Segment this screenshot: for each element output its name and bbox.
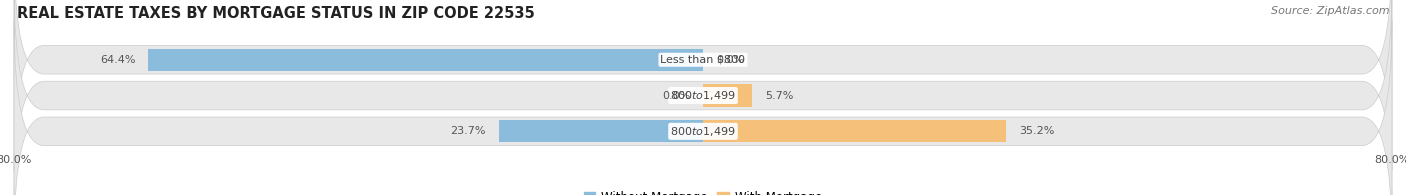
FancyBboxPatch shape: [14, 0, 1392, 171]
Legend: Without Mortgage, With Mortgage: Without Mortgage, With Mortgage: [579, 186, 827, 195]
FancyBboxPatch shape: [14, 0, 1392, 195]
Text: $800 to $1,499: $800 to $1,499: [671, 89, 735, 102]
Text: 35.2%: 35.2%: [1019, 126, 1054, 136]
Text: Source: ZipAtlas.com: Source: ZipAtlas.com: [1271, 6, 1389, 16]
Text: $800 to $1,499: $800 to $1,499: [671, 125, 735, 138]
Text: 23.7%: 23.7%: [450, 126, 486, 136]
Text: 0.0%: 0.0%: [662, 90, 690, 101]
Bar: [499, 120, 703, 142]
Text: 0.0%: 0.0%: [716, 55, 744, 65]
Bar: [703, 120, 1007, 142]
Bar: [149, 49, 703, 71]
Text: 64.4%: 64.4%: [100, 55, 135, 65]
Text: 5.7%: 5.7%: [765, 90, 793, 101]
Text: Less than $800: Less than $800: [661, 55, 745, 65]
Bar: [703, 84, 752, 107]
FancyBboxPatch shape: [14, 20, 1392, 195]
Text: REAL ESTATE TAXES BY MORTGAGE STATUS IN ZIP CODE 22535: REAL ESTATE TAXES BY MORTGAGE STATUS IN …: [17, 6, 534, 21]
